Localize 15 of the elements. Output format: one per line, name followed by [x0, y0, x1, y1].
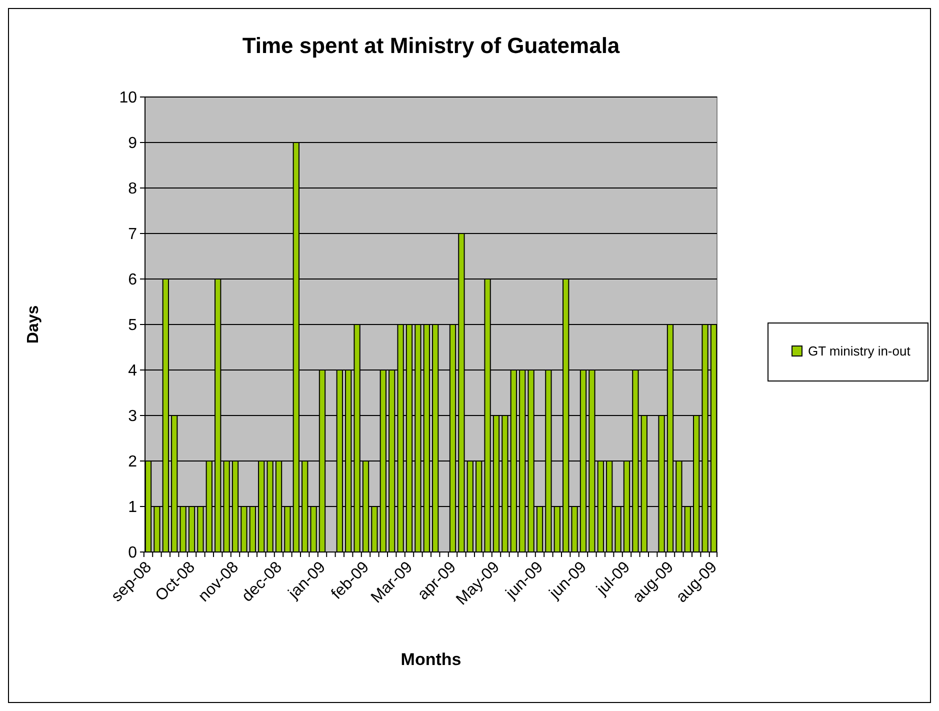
y-tick-label: 10: [119, 90, 138, 107]
y-tick-label: 3: [128, 408, 138, 426]
y-tick-label: 4: [128, 362, 138, 380]
legend-label: GT ministry in-out: [808, 344, 911, 359]
y-tick-label: 0: [128, 544, 138, 562]
y-tick-label: 2: [128, 454, 138, 471]
chart-title: Time spent at Ministry of Guatemala: [242, 33, 620, 58]
y-tick-label: 8: [128, 180, 138, 198]
y-tick-label: 9: [128, 135, 138, 152]
y-tick-label: 7: [128, 226, 138, 244]
x-axis-title: Months: [400, 650, 462, 669]
y-axis-title: Days: [25, 305, 42, 344]
y-tick-label: 5: [128, 317, 138, 334]
y-tick-label: 6: [128, 272, 138, 289]
y-tick-label: 1: [128, 499, 138, 516]
